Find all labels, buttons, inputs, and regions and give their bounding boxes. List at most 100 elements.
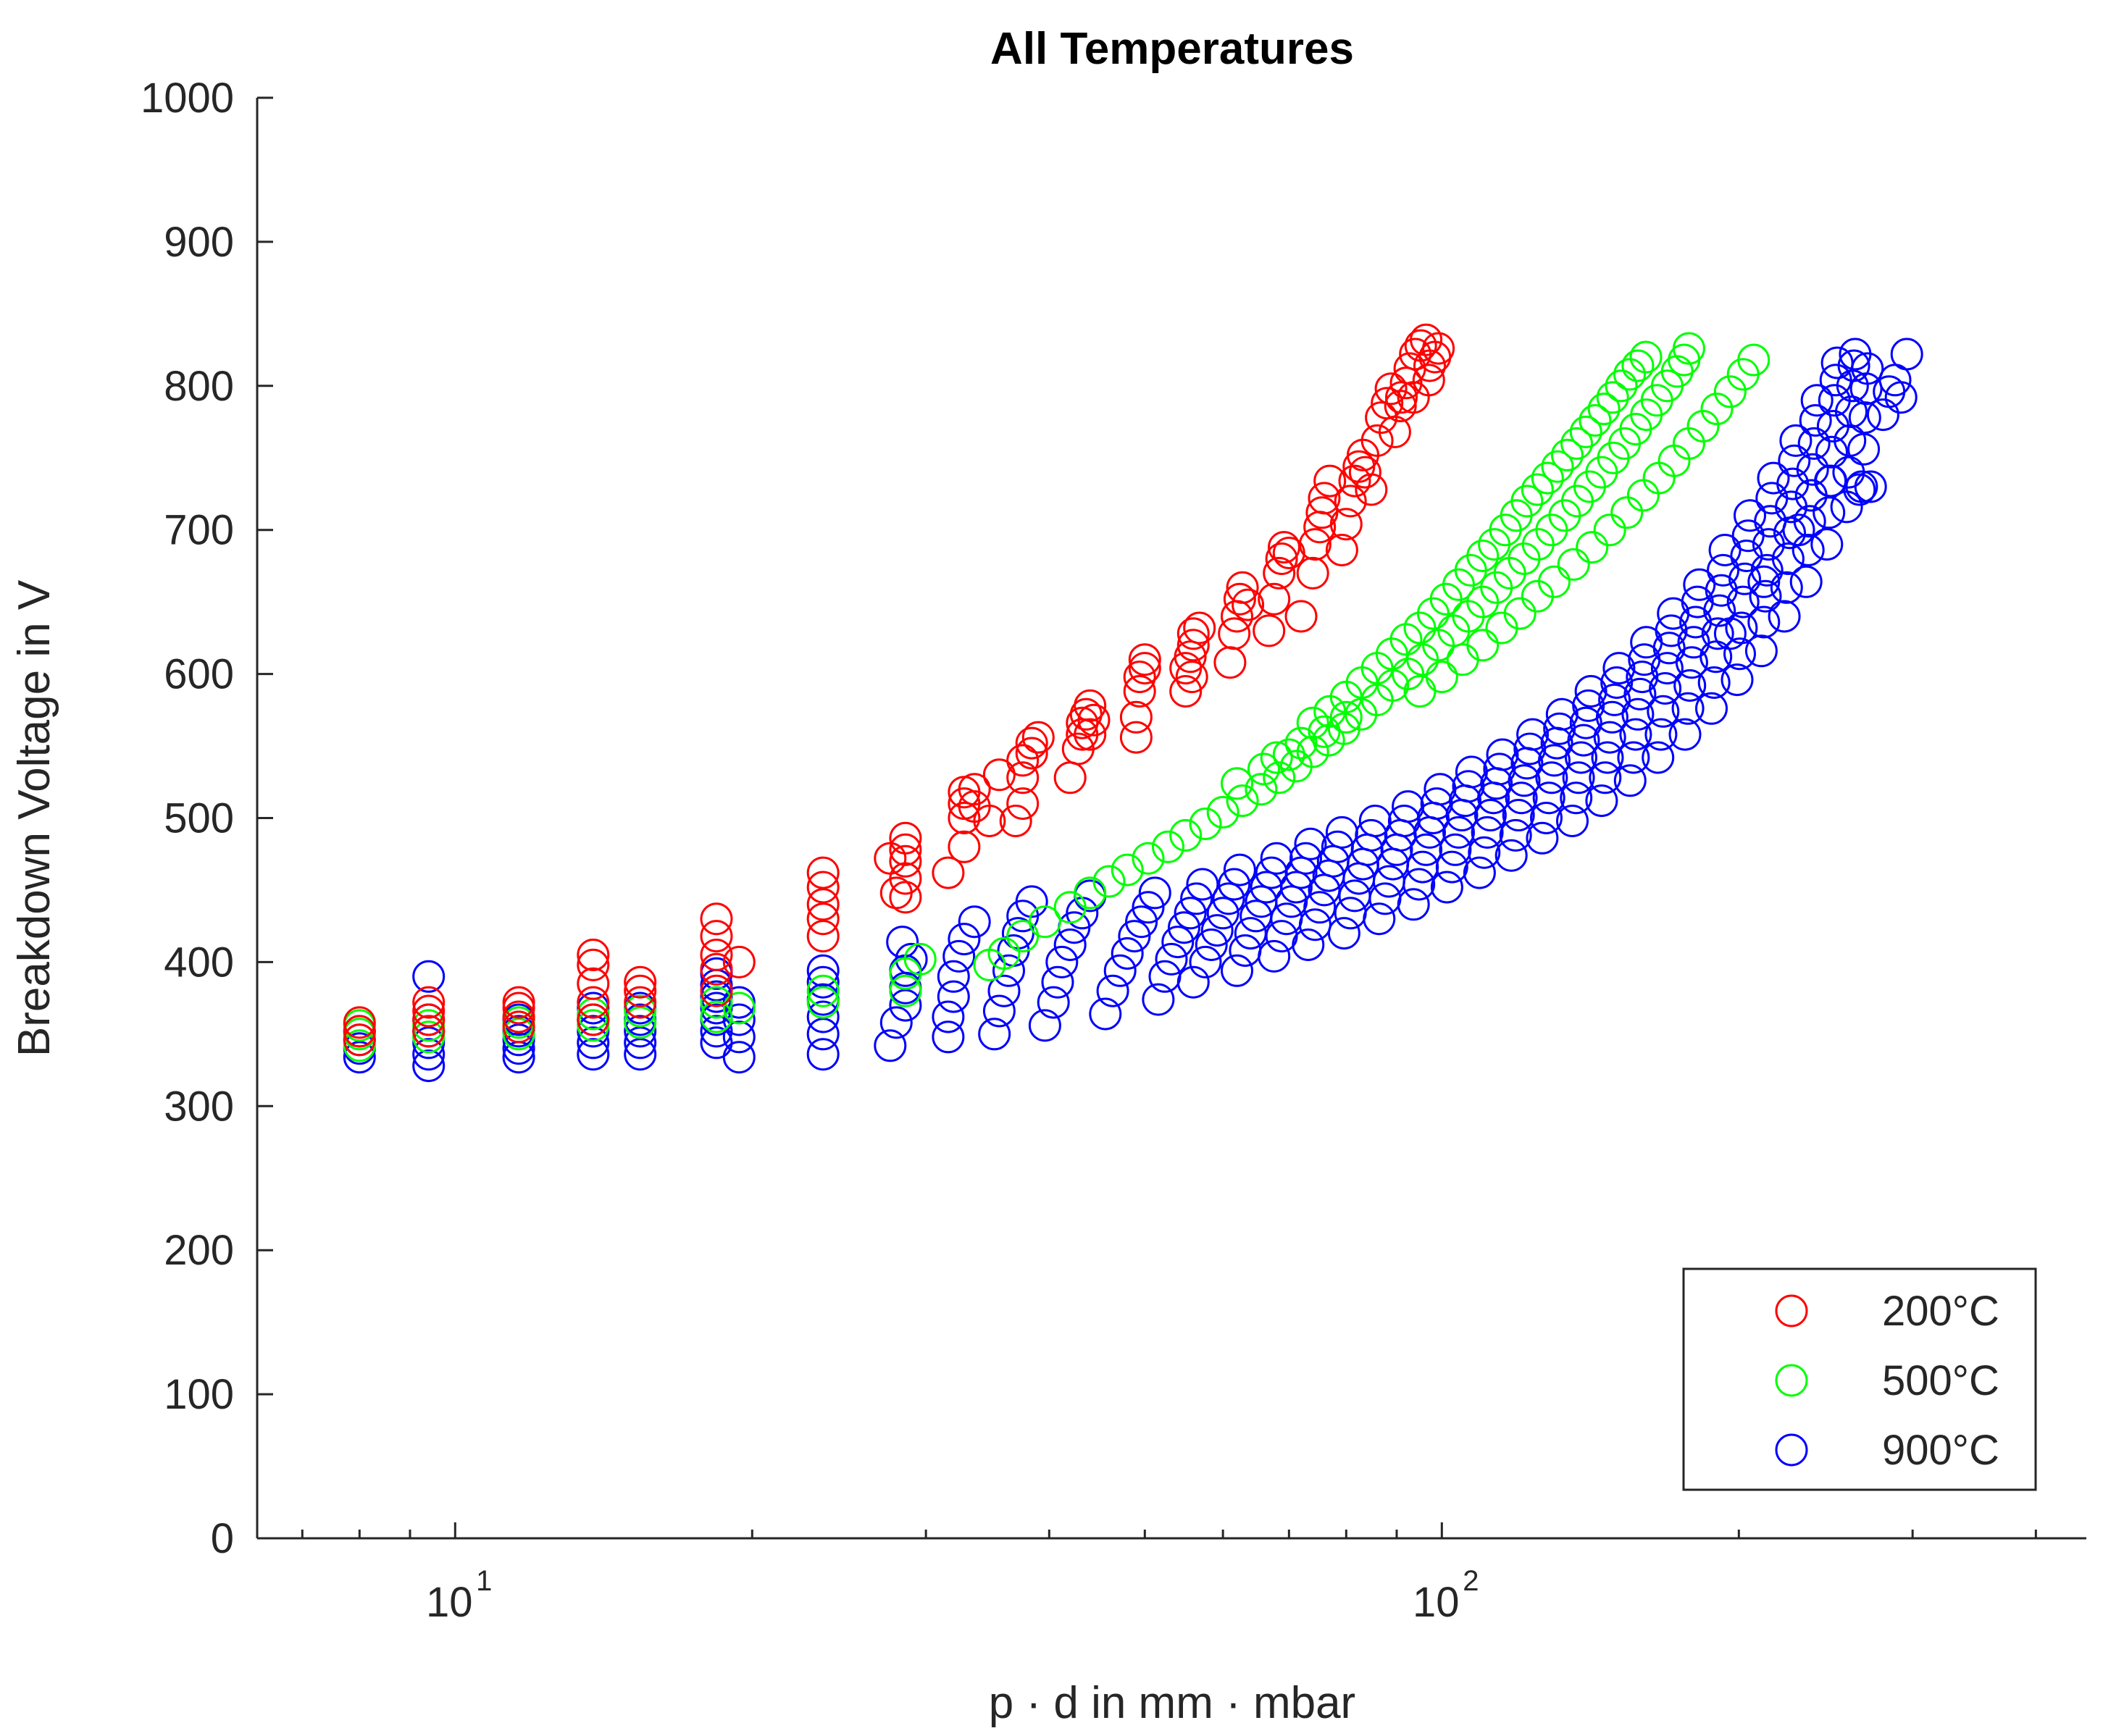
data-point: [722, 1003, 756, 1036]
data-point: [1574, 675, 1607, 708]
data-point: [1770, 571, 1803, 604]
data-point: [624, 1006, 657, 1039]
data-point: [1675, 646, 1708, 679]
data-point: [1468, 836, 1501, 869]
data-point: [343, 1041, 376, 1074]
data-point: [1499, 818, 1532, 852]
data-point: [1226, 784, 1259, 818]
data-point: [806, 965, 840, 999]
data-point: [1253, 614, 1286, 647]
data-point: [1015, 737, 1048, 770]
data-point: [1074, 689, 1107, 722]
data-point: [1466, 629, 1500, 662]
data-point: [806, 888, 840, 921]
data-point: [1206, 897, 1239, 930]
data-point: [1587, 393, 1621, 426]
data-point: [889, 844, 922, 878]
data-point: [1695, 692, 1728, 725]
data-point: [889, 989, 922, 1022]
data-point: [1218, 868, 1251, 901]
data-point: [1800, 384, 1834, 417]
data-point: [1650, 652, 1684, 685]
legend-marker-500c: [1775, 1364, 1808, 1397]
data-point: [700, 939, 733, 971]
data-point: [1015, 885, 1048, 918]
data-point: [1526, 821, 1559, 855]
data-point: [1621, 697, 1655, 731]
legend-box: [1682, 1267, 2037, 1491]
data-point: [343, 1015, 376, 1048]
data-point: [1103, 954, 1137, 987]
data-point: [1560, 781, 1593, 815]
data-point: [1596, 381, 1629, 414]
data-point: [1430, 871, 1463, 904]
data-point: [999, 805, 1032, 837]
data-point: [1176, 629, 1210, 662]
data-point: [806, 1038, 840, 1071]
data-point: [1015, 726, 1048, 760]
data-point: [1562, 761, 1595, 794]
data-point: [1258, 582, 1291, 616]
data-point: [1744, 634, 1778, 668]
data-point: [973, 805, 1006, 837]
data-point: [1263, 761, 1296, 794]
data-point: [1569, 415, 1602, 448]
data-point: [1847, 432, 1881, 466]
y-tick-label: 300: [164, 1083, 234, 1130]
data-point: [1272, 537, 1305, 569]
data-point: [1186, 868, 1219, 901]
data-point: [502, 986, 535, 1019]
data-point: [932, 856, 965, 889]
data-point: [948, 923, 981, 956]
data-point: [1413, 349, 1446, 382]
data-point: [806, 902, 840, 936]
data-point: [1701, 617, 1734, 650]
data-point: [700, 974, 733, 1007]
data-point: [1848, 401, 1881, 435]
data-point: [700, 920, 733, 953]
data-point: [1138, 876, 1171, 910]
data-point: [1585, 784, 1618, 818]
data-point: [577, 986, 610, 1019]
data-point: [577, 939, 610, 971]
data-point: [1672, 332, 1705, 365]
data-point: [502, 1000, 535, 1033]
data-point: [958, 905, 991, 939]
data-point: [1338, 464, 1371, 498]
data-point: [722, 991, 756, 1025]
data-point: [1843, 473, 1876, 506]
data-point: [1626, 661, 1659, 694]
data-point: [412, 1015, 446, 1048]
data-point: [987, 937, 1021, 970]
data-point: [1245, 773, 1278, 806]
data-point: [1226, 571, 1259, 604]
data-point: [1092, 865, 1126, 898]
data-point: [1074, 876, 1107, 910]
data-point: [1232, 588, 1265, 621]
legend-label-500c: 500°C: [1882, 1357, 1999, 1404]
data-point: [624, 986, 657, 1019]
data-point: [1567, 724, 1600, 757]
data-point: [1713, 375, 1747, 408]
data-point: [577, 1026, 610, 1060]
data-point: [932, 1020, 965, 1054]
data-point: [1294, 827, 1327, 860]
legend-label-900c: 900°C: [1882, 1427, 1999, 1474]
data-point: [343, 1006, 376, 1039]
data-point: [1037, 986, 1070, 1019]
data-point: [1096, 974, 1129, 1007]
data-point: [1655, 614, 1688, 647]
x-tick-exponent: 2: [1463, 1565, 1479, 1597]
data-point: [502, 1010, 535, 1044]
data-point: [889, 974, 922, 1007]
data-point: [412, 986, 446, 1019]
data-point: [1263, 556, 1296, 590]
data-point: [874, 842, 907, 875]
data-point: [1600, 666, 1634, 699]
data-point: [1463, 856, 1496, 889]
data-point: [1532, 781, 1565, 815]
y-tick-label: 600: [164, 651, 234, 698]
data-point: [624, 1015, 657, 1048]
data-point: [1613, 764, 1647, 797]
